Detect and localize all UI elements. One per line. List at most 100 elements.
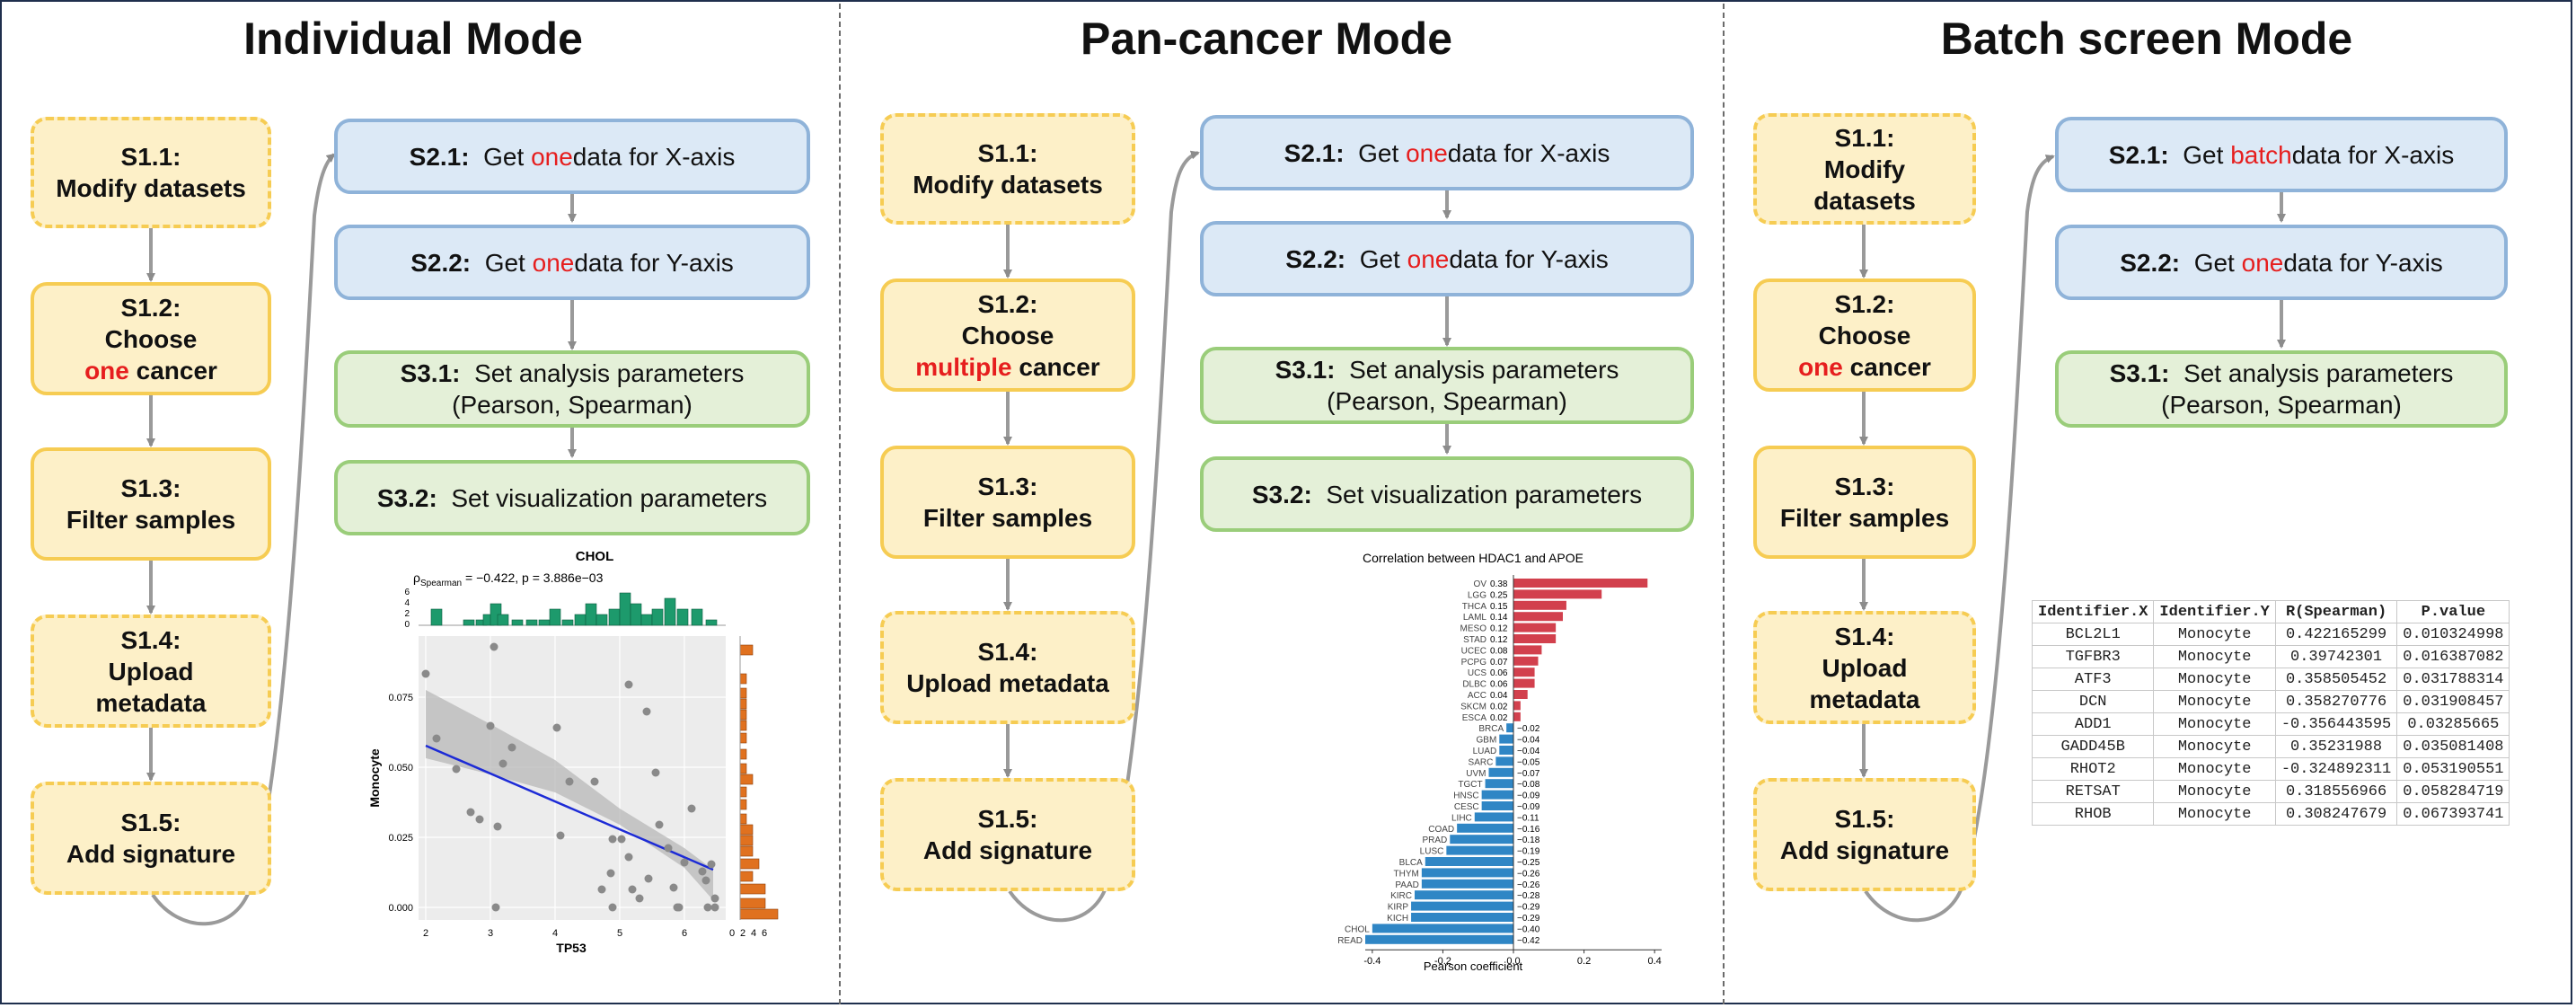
top-hist-bar (511, 619, 524, 626)
bt-step-s15-add-signature: S1.5: Add signature (1753, 778, 1976, 891)
scatter-point (552, 723, 561, 732)
step-id: S3.2: (376, 483, 437, 512)
bar-value-label: 0.15 (1490, 602, 1508, 612)
highlight-one: one (532, 248, 575, 277)
step-id: S1.4: (1834, 622, 1895, 650)
step-text: Set analysis parameters (474, 359, 745, 387)
bar (1485, 779, 1513, 789)
title-pancancer-mode: Pan-cancer Mode (1080, 13, 1452, 64)
bar-value-label: −0.11 (1517, 813, 1539, 823)
top-hist-bar (608, 608, 621, 626)
bar (1372, 924, 1513, 933)
table-cell: TGFBR3 (2031, 645, 2155, 668)
panel-divider-1 (839, 4, 841, 1004)
cancer-word: cancer (1011, 352, 1100, 381)
scatter-point (617, 835, 626, 844)
cancer-word: cancer (128, 356, 217, 385)
histy-tick: 2 (404, 609, 410, 619)
bar-category-label: UCEC (1461, 646, 1486, 656)
right-hist-bar (739, 813, 747, 825)
table-cell: Monocyte (2153, 645, 2276, 668)
stat-rest: = −0.422, p = 3.886e−03 (462, 570, 603, 585)
right-histogram (739, 644, 779, 920)
scatter-point (635, 894, 644, 903)
step-id: S1.4: (120, 625, 181, 654)
table-row: TGFBR3 Monocyte 0.39742301 0.016387082 (2031, 645, 2510, 668)
title-batch-mode: Batch screen Mode (1940, 13, 2353, 64)
histx-tick: 4 (751, 928, 756, 939)
bar-category-label: CHOL (1345, 924, 1370, 934)
bar-x-tick: -0.4 (1363, 956, 1381, 967)
scatter-point (707, 860, 716, 869)
bar-category-label: SKCM (1460, 702, 1486, 712)
bar (1421, 879, 1513, 889)
pc-step-s11-modify-datasets: S1.1: Modify datasets (880, 113, 1135, 225)
step-text-pre: Get (2183, 140, 2224, 169)
table-header-cell: Identifier.X (2031, 600, 2155, 623)
table-cell: Monocyte (2153, 735, 2276, 758)
arrow-bt-s15-s21 (1864, 155, 2055, 923)
bar-category-label: LUSC (1420, 847, 1444, 857)
table-header-row: Identifier.X Identifier.Y R(Spearman) P.val… (2031, 600, 2510, 623)
x-tick: 2 (423, 928, 428, 939)
table-cell: 0.035081408 (2396, 735, 2510, 758)
step-id: S3.1: (1275, 356, 1336, 384)
step-id: S1.5: (977, 805, 1038, 833)
bar-value-label: −0.05 (1517, 757, 1540, 767)
scatter-point (710, 903, 719, 912)
table-cell: 0.308247679 (2274, 802, 2398, 826)
stat-sub: Spearman (420, 579, 462, 588)
arrow-pc-s15-s21 (1008, 150, 1200, 923)
scatter-ylabel: Monocyte (367, 748, 382, 808)
step-id: S2.2: (2120, 248, 2181, 277)
histy-tick: 4 (404, 598, 410, 608)
step-id: S2.1: (1284, 138, 1345, 167)
step-subtext: (Pearson, Spearman) (1327, 387, 1567, 415)
bar-value-label: 0.25 (1490, 590, 1508, 600)
step-id: S2.2: (410, 248, 472, 277)
highlight-one: one (531, 142, 573, 171)
bar (1513, 612, 1563, 622)
step-id: S1.2: (1834, 289, 1895, 318)
x-tick: 5 (617, 928, 622, 939)
top-hist-bar (561, 619, 574, 626)
step-text-2: metadata (95, 688, 207, 717)
step-text: Upload metadata (906, 669, 1109, 697)
table-cell: 0.318556966 (2274, 780, 2398, 803)
bar (1365, 934, 1513, 944)
bar (1481, 790, 1513, 800)
step-text-post: data for X-axis (1447, 138, 1610, 167)
y-tick: 0.075 (388, 693, 413, 703)
right-hist-bar (739, 845, 754, 857)
bar-value-label: 0.07 (1490, 658, 1508, 668)
step-id: S1.1: (977, 139, 1038, 167)
top-hist-bar (497, 614, 509, 626)
step-id: S3.2: (1251, 480, 1312, 508)
highlight-one: one (1407, 244, 1450, 273)
table-cell: 0.053190551 (2396, 757, 2510, 781)
scatter-point (701, 876, 710, 885)
table-cell: Monocyte (2153, 757, 2276, 781)
bar-value-label: 0.02 (1490, 702, 1508, 712)
bar (1513, 712, 1521, 721)
step-text: Modify (1823, 155, 1906, 183)
step-id: S1.3: (1834, 473, 1895, 500)
table-header-cell: P.value (2396, 600, 2510, 623)
table-cell: 0.067393741 (2396, 802, 2510, 826)
pc-step-s14-upload-metadata: S1.4: Upload metadata (880, 611, 1135, 724)
bt-step-s21-x-axis: S2.1: Get batch data for X-axis (2055, 117, 2508, 192)
table-cell: ATF3 (2031, 668, 2155, 691)
step-text-cancer: one cancer (1798, 351, 1931, 383)
bar-category-label: UVM (1466, 769, 1486, 779)
bar-value-label: −0.09 (1517, 802, 1540, 812)
bar-category-label: MESO (1460, 624, 1487, 634)
bar (1488, 767, 1513, 777)
bar (1474, 812, 1513, 822)
step-id: S1.4: (977, 638, 1038, 666)
right-hist-bar (739, 908, 779, 920)
bar-category-label: PCPG (1461, 658, 1487, 668)
step-id: S3.1: (400, 359, 461, 387)
bar-category-label: UCS (1468, 668, 1486, 678)
